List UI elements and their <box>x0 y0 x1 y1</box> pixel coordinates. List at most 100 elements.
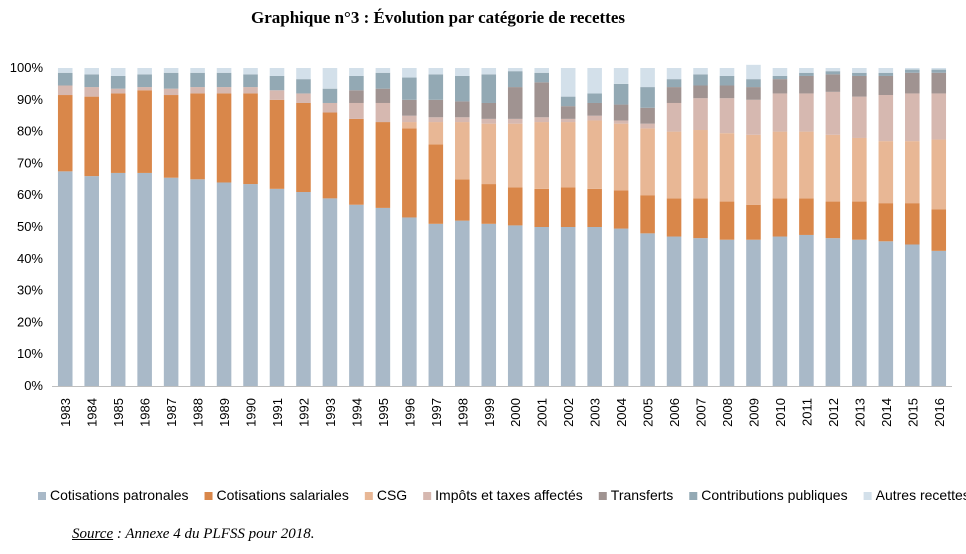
bar-segment <box>931 93 947 140</box>
y-tick-label: 30% <box>17 283 43 298</box>
legend-label: CSG <box>377 487 407 503</box>
bar-segment <box>84 96 99 177</box>
bar-segment <box>825 74 841 92</box>
bar-segment <box>190 93 205 180</box>
bar-segment <box>825 238 841 386</box>
bar-segment <box>137 87 152 91</box>
bar-segment <box>375 122 391 208</box>
bar-segment <box>322 112 338 199</box>
x-tick-label: 2005 <box>641 398 656 427</box>
bar-segment <box>746 239 761 386</box>
bar-segment <box>534 72 549 83</box>
bar-segment <box>772 68 788 76</box>
bar-segment <box>640 195 655 234</box>
bar-segment <box>190 68 205 73</box>
x-tick-label: 1995 <box>376 398 391 427</box>
legend-label: Autres recettes <box>876 487 966 503</box>
bar-segment <box>216 72 232 88</box>
bar-segment <box>799 75 814 94</box>
x-tick-label: 2007 <box>694 398 709 427</box>
bar-segment <box>349 68 364 76</box>
bar-segment <box>878 75 894 96</box>
bar-segment <box>693 238 708 386</box>
bar-segment <box>534 117 549 123</box>
bar-segment <box>693 130 708 199</box>
bar-segment <box>137 74 152 88</box>
x-tick-label: 2006 <box>667 398 682 427</box>
bar-segment <box>375 88 391 103</box>
bar-segment <box>878 203 894 242</box>
bar-segment <box>190 179 205 386</box>
bar-segment <box>560 106 576 119</box>
y-tick-label: 60% <box>17 187 43 202</box>
bar-segment <box>772 79 788 94</box>
bar-segment <box>746 204 761 240</box>
bar-segment <box>905 203 920 245</box>
bar-segment <box>852 72 867 76</box>
bar-segment <box>269 68 285 76</box>
bar-segment <box>322 198 338 386</box>
bar-segment <box>666 102 682 132</box>
bar-segment <box>110 88 126 94</box>
bar-segment <box>402 122 417 129</box>
bar-segment <box>216 182 232 386</box>
bar-segment <box>746 87 761 100</box>
bar-segment <box>137 90 152 173</box>
bar-segment <box>852 75 867 97</box>
bar-segment <box>613 83 629 105</box>
bar-segment <box>640 128 655 196</box>
source-label: Source <box>72 526 114 542</box>
bars <box>57 64 947 386</box>
bar-segment <box>137 172 152 386</box>
bar-segment <box>190 72 205 88</box>
x-tick-label: 1983 <box>58 398 73 427</box>
bar-segment <box>428 122 444 145</box>
bar-segment <box>507 123 523 188</box>
x-tick-label: 2000 <box>508 398 523 427</box>
bar-segment <box>349 90 364 103</box>
bar-segment <box>772 75 788 80</box>
legend-swatch <box>38 492 46 500</box>
bar-segment <box>587 227 602 386</box>
bar-segment <box>507 187 523 226</box>
bar-segment <box>455 101 470 118</box>
bar-segment <box>322 88 338 103</box>
x-tick-label: 1999 <box>482 398 497 427</box>
x-tick-label: 1988 <box>191 398 206 427</box>
bar-segment <box>507 225 523 386</box>
bar-segment <box>931 209 947 251</box>
bar-segment <box>455 220 470 386</box>
bar-segment <box>799 72 814 76</box>
x-tick-label: 1998 <box>455 398 470 427</box>
x-tick-label: 2015 <box>905 398 920 427</box>
bar-segment <box>852 68 867 73</box>
bar-segment <box>719 98 735 134</box>
x-tick-label: 1994 <box>349 398 364 427</box>
legend-label: Impôts et taxes affectés <box>435 487 583 503</box>
bar-segment <box>587 93 602 103</box>
legend-label: Contributions publiques <box>701 487 847 503</box>
bar-segment <box>534 68 549 73</box>
bar-segment <box>878 72 894 76</box>
bar-segment <box>507 68 523 72</box>
bar-segment <box>163 88 179 96</box>
x-tick-label: 1990 <box>244 398 259 427</box>
bar-segment <box>402 77 417 100</box>
bar-segment <box>560 96 576 107</box>
y-tick-label: 90% <box>17 92 43 107</box>
bar-segment <box>269 188 285 386</box>
x-tick-label: 2002 <box>561 398 576 427</box>
x-tick-label: 1987 <box>164 398 179 427</box>
bar-segment <box>163 177 179 386</box>
bar-segment <box>57 85 73 96</box>
bar-segment <box>719 85 735 99</box>
x-tick-label: 2001 <box>535 398 550 427</box>
bar-segment <box>57 68 73 73</box>
bar-segment <box>216 68 232 73</box>
bar-segment <box>534 188 549 227</box>
bar-segment <box>613 104 629 121</box>
bar-segment <box>190 87 205 94</box>
bar-segment <box>719 201 735 240</box>
x-axis: 1983 1984 1985 1986 1987 1988 1989 1990 1991 1992… <box>52 386 952 427</box>
bar-segment <box>613 190 629 229</box>
